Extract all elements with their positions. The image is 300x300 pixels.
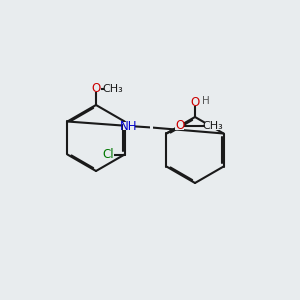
FancyBboxPatch shape: [176, 122, 184, 130]
Text: O: O: [175, 119, 184, 133]
Text: O: O: [92, 82, 100, 95]
Text: CH₃: CH₃: [102, 83, 123, 94]
Text: H: H: [202, 95, 209, 106]
Text: Cl: Cl: [102, 148, 114, 161]
FancyBboxPatch shape: [205, 122, 221, 130]
Text: NH: NH: [120, 119, 138, 133]
FancyBboxPatch shape: [190, 98, 200, 106]
Text: CH₃: CH₃: [202, 121, 223, 131]
Text: O: O: [190, 95, 200, 109]
FancyBboxPatch shape: [150, 124, 153, 131]
FancyBboxPatch shape: [123, 122, 135, 130]
FancyBboxPatch shape: [91, 85, 101, 92]
FancyBboxPatch shape: [102, 151, 114, 158]
FancyBboxPatch shape: [104, 84, 121, 92]
